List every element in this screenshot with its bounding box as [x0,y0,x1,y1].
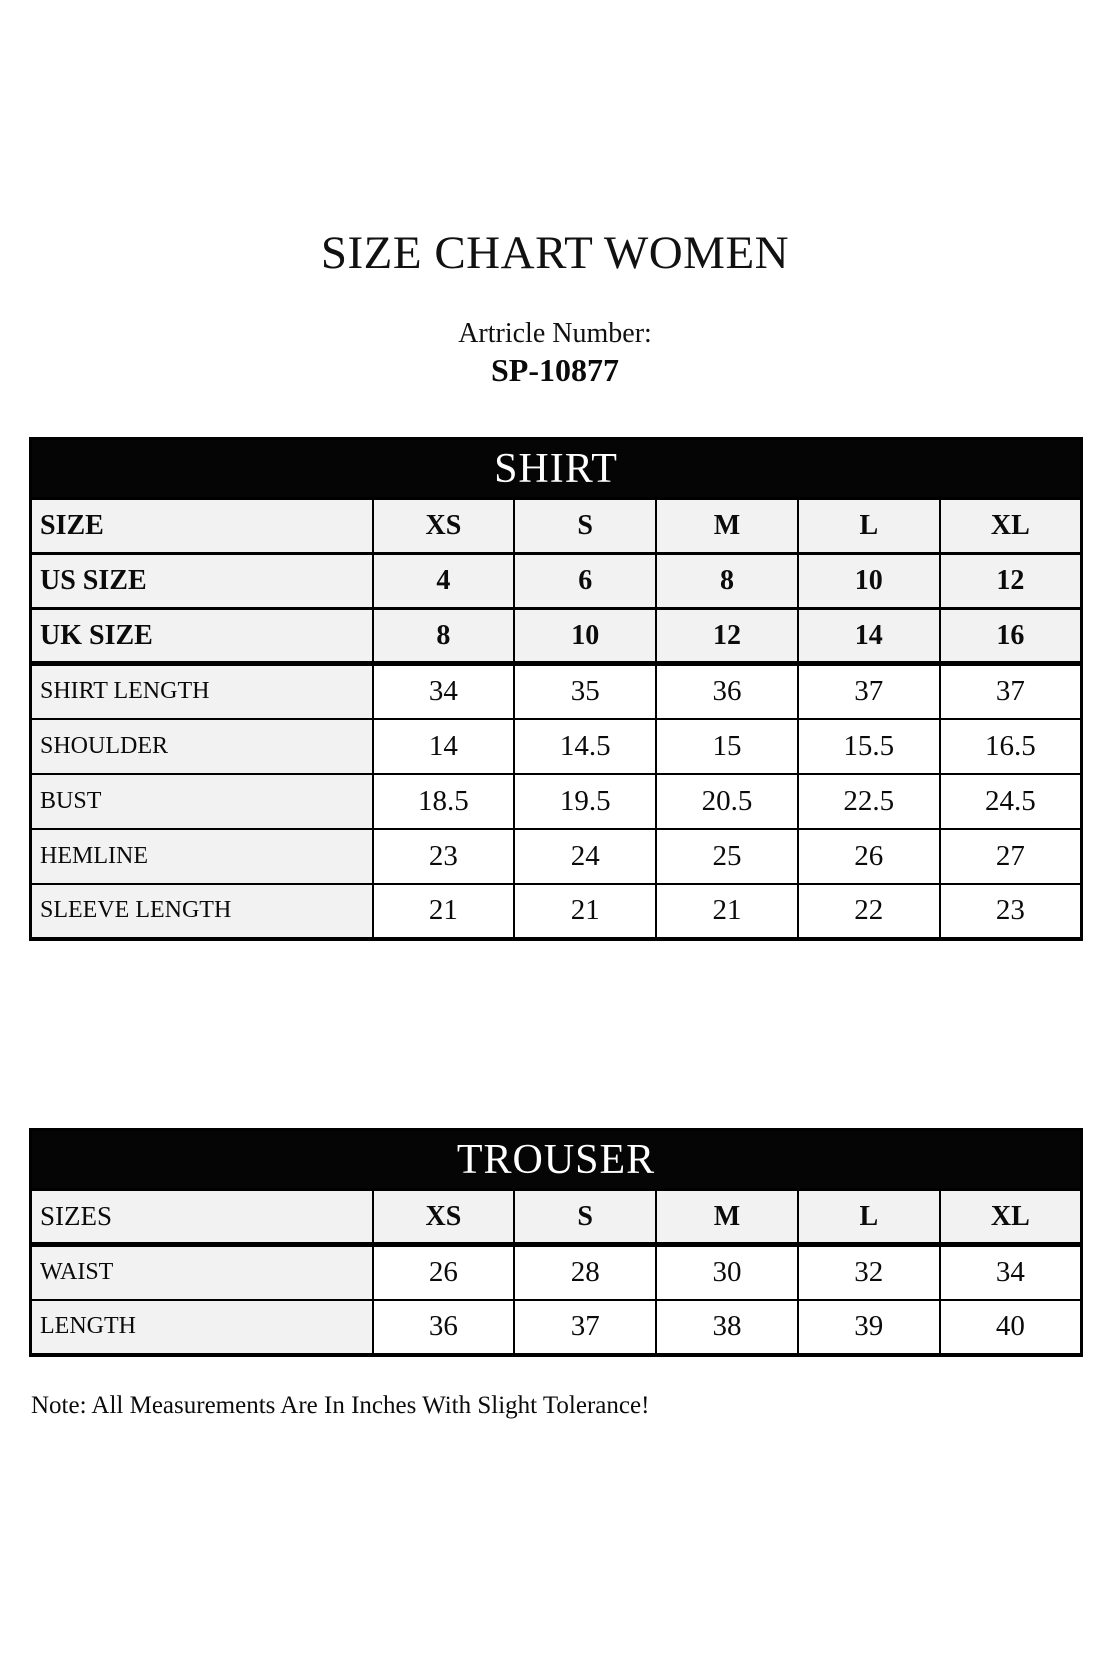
table-cell: 28 [513,1242,658,1301]
table-cell: 37 [938,661,1083,720]
table-cell: 18.5 [371,772,516,830]
row-label: SHIRT LENGTH [29,661,374,720]
hemline-row: HEMLINE 23 24 25 26 27 [29,827,1083,885]
sleeve-length-row: SLEEVE LENGTH 21 21 21 22 23 [29,882,1083,941]
row-label: SLEEVE LENGTH [29,882,374,941]
shirt-table-title: SHIRT [29,437,1083,500]
table-cell: 14 [371,717,516,775]
page-title: SIZE CHART WOMEN [320,227,790,279]
shirt-table: SHIRT SIZE XS S M L XL US SIZE 4 6 8 10 … [29,437,1083,941]
table-cell: 14 [796,607,941,665]
table-cell: S [513,497,658,555]
row-label: BUST [29,772,374,830]
table-cell: 32 [796,1242,941,1301]
table-cell: 24.5 [938,772,1083,830]
table-cell: 30 [655,1242,799,1301]
note-text: Note: All Measurements Are In Inches Wit… [31,1392,650,1419]
table-cell: 36 [371,1298,516,1357]
table-cell: 26 [796,827,941,885]
table-cell: M [655,1188,799,1246]
row-label: US SIZE [29,552,374,610]
table-cell: 21 [513,882,658,941]
table-cell: XL [938,1188,1083,1246]
shoulder-row: SHOULDER 14 14.5 15 15.5 16.5 [29,717,1083,775]
table-cell: 6 [513,552,658,610]
table-cell: 16 [938,607,1083,665]
table-cell: 12 [938,552,1083,610]
trouser-table-header-band: TROUSER [29,1128,1083,1191]
trouser-sizes-row: SIZES XS S M L XL [29,1188,1083,1246]
table-cell: 8 [655,552,799,610]
table-cell: 40 [938,1298,1083,1357]
table-cell: 23 [938,882,1083,941]
row-label: LENGTH [29,1298,374,1357]
table-cell: 34 [371,661,516,720]
bust-row: BUST 18.5 19.5 20.5 22.5 24.5 [29,772,1083,830]
table-cell: 37 [796,661,941,720]
table-cell: XL [938,497,1083,555]
row-label: UK SIZE [29,607,374,665]
table-cell: 22 [796,882,941,941]
table-cell: XS [371,1188,516,1246]
table-cell: 4 [371,552,516,610]
table-cell: 27 [938,827,1083,885]
row-label: SIZE [29,497,374,555]
row-label: SIZES [29,1188,374,1246]
table-cell: 16.5 [938,717,1083,775]
length-row: LENGTH 36 37 38 39 40 [29,1298,1083,1357]
table-cell: M [655,497,799,555]
table-cell: 21 [655,882,799,941]
table-cell: L [796,497,941,555]
table-cell: 19.5 [513,772,658,830]
table-cell: 10 [513,607,658,665]
table-cell: 15 [655,717,799,775]
table-cell: 39 [796,1298,941,1357]
table-cell: 25 [655,827,799,885]
table-cell: 15.5 [796,717,941,775]
table-cell: 12 [655,607,799,665]
article-number-label: Artricle Number: [458,318,652,349]
row-label: SHOULDER [29,717,374,775]
article-number-value: SP-10877 [491,352,619,388]
table-cell: L [796,1188,941,1246]
table-cell: 8 [371,607,516,665]
shirt-us-size-row: US SIZE 4 6 8 10 12 [29,552,1083,610]
table-cell: XS [371,497,516,555]
table-cell: 21 [371,882,516,941]
waist-row: WAIST 26 28 30 32 34 [29,1242,1083,1301]
table-cell: 35 [513,661,658,720]
shirt-length-row: SHIRT LENGTH 34 35 36 37 37 [29,661,1083,720]
shirt-uk-size-row: UK SIZE 8 10 12 14 16 [29,607,1083,665]
table-cell: S [513,1188,658,1246]
table-cell: 10 [796,552,941,610]
table-cell: 36 [655,661,799,720]
trouser-table-title: TROUSER [29,1128,1083,1191]
table-cell: 24 [513,827,658,885]
table-cell: 34 [938,1242,1083,1301]
table-cell: 20.5 [655,772,799,830]
table-cell: 23 [371,827,516,885]
row-label: HEMLINE [29,827,374,885]
table-cell: 22.5 [796,772,941,830]
table-cell: 14.5 [513,717,658,775]
table-cell: 26 [371,1242,516,1301]
table-cell: 38 [655,1298,799,1357]
shirt-table-header-band: SHIRT [29,437,1083,500]
table-cell: 37 [513,1298,658,1357]
trouser-table: TROUSER SIZES XS S M L XL WAIST 26 28 30… [29,1128,1083,1357]
row-label: WAIST [29,1242,374,1301]
shirt-size-row: SIZE XS S M L XL [29,497,1083,555]
